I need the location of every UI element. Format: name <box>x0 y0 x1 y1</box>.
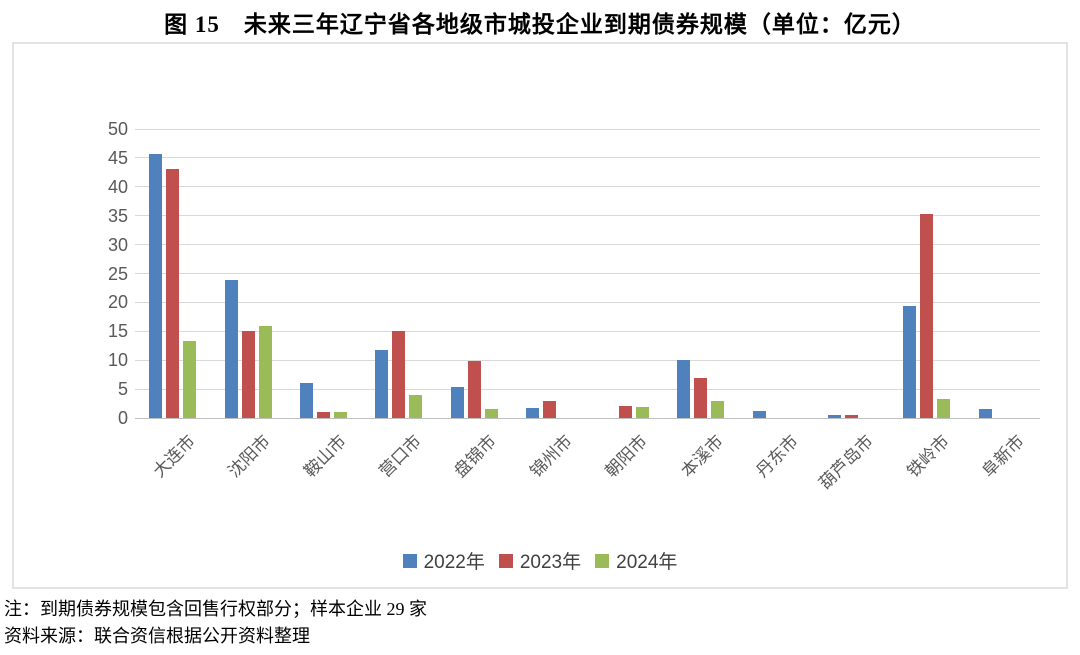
bar-2023年-营口市 <box>392 330 406 418</box>
chart-frame: 0 5 10 15 20 25 30 35 40 45 50 大连市 沈阳市 鞍山市 营口市 盘锦市 锦州市 朝阳… <box>12 42 1068 589</box>
y-axis-tick-30: 30 <box>107 234 128 255</box>
y-axis-tick-35: 35 <box>107 205 128 226</box>
legend-label: 2022年 <box>423 552 485 573</box>
y-axis-tick-50: 50 <box>107 119 128 139</box>
gridline-0 <box>135 417 1040 419</box>
bar-2023年-沈阳市 <box>241 331 255 418</box>
bar-2022年-阜新市 <box>978 408 992 418</box>
bar-2022年-丹东市 <box>752 411 766 418</box>
chart-title: 图 15 未来三年辽宁省各地级市城投企业到期债券规模（单位：亿元） <box>164 12 916 37</box>
plot-area: 0 5 10 15 20 25 30 35 40 45 50 大连市 沈阳市 鞍山市 营口市 盘锦市 锦州市 朝阳… <box>108 120 1040 493</box>
bar-2023年-朝阳市 <box>618 406 632 418</box>
bar-2023年-锦州市 <box>543 401 557 418</box>
bar-2022年-营口市 <box>375 350 389 418</box>
note-line-1: 注：到期债券规模包含回售行权部分；样本企业 29 家 <box>4 599 427 619</box>
bar-2024年-铁岭市 <box>937 398 951 418</box>
legend-item-2022年: 2022年 <box>402 547 485 574</box>
chart-legend: 2022年 2023年 2024年 <box>14 547 1066 574</box>
bar-2024年-朝阳市 <box>635 407 649 418</box>
bar-2023年-葫芦岛市 <box>844 414 858 418</box>
gridline-5 <box>135 388 1040 390</box>
bar-2022年-葫芦岛市 <box>827 415 841 418</box>
gridline-30 <box>135 244 1040 246</box>
bar-2022年-大连市 <box>149 153 163 418</box>
bar-2024年-沈阳市 <box>258 325 272 418</box>
legend-item-2023年: 2023年 <box>498 547 582 574</box>
legend-label: 2024年 <box>616 552 678 573</box>
y-axis-tick-15: 15 <box>107 321 128 342</box>
bar-2022年-本溪市 <box>677 360 691 418</box>
note-line-2: 资料来源：联合资信根据公开资料整理 <box>4 626 310 646</box>
legend-swatch-icon <box>595 553 610 568</box>
bar-2022年-沈阳市 <box>224 280 238 418</box>
y-axis-tick-10: 10 <box>107 350 128 371</box>
legend-item-2024年: 2024年 <box>595 547 677 574</box>
bar-2023年-鞍山市 <box>317 411 331 418</box>
gridline-40 <box>135 186 1040 188</box>
legend-label: 2023年 <box>519 552 582 573</box>
gridline-10 <box>135 359 1040 361</box>
bar-2024年-盘锦市 <box>484 408 498 418</box>
bar-2024年-本溪市 <box>711 400 725 418</box>
bar-2022年-锦州市 <box>526 408 540 418</box>
y-axis-tick-0: 0 <box>117 408 128 428</box>
legend-swatch-icon <box>402 553 417 568</box>
gridline-15 <box>135 330 1040 332</box>
bar-2022年-鞍山市 <box>300 383 314 418</box>
gridline-20 <box>135 301 1040 303</box>
y-axis-tick-5: 5 <box>117 379 128 400</box>
legend-swatch-icon <box>498 553 513 568</box>
y-axis-tick-40: 40 <box>107 176 128 197</box>
bar-2024年-大连市 <box>183 340 197 418</box>
bar-2023年-本溪市 <box>694 377 708 418</box>
bar-2022年-盘锦市 <box>450 387 464 418</box>
y-axis-tick-20: 20 <box>107 292 128 313</box>
bar-2024年-营口市 <box>409 394 423 418</box>
y-axis-tick-25: 25 <box>107 263 128 284</box>
gridline-50 <box>135 128 1040 130</box>
bar-2024年-鞍山市 <box>334 412 348 418</box>
bar-2022年-铁岭市 <box>903 306 917 418</box>
gridline-25 <box>135 273 1040 274</box>
y-axis-tick-45: 45 <box>107 147 128 168</box>
gridline-35 <box>135 215 1040 217</box>
bar-2023年-大连市 <box>166 169 180 418</box>
chart-notes: 注：到期债券规模包含回售行权部分；样本企业 29 家 资料来源：联合资信根据公开… <box>4 596 427 650</box>
gridline-45 <box>135 157 1040 159</box>
bar-2023年-盘锦市 <box>467 361 481 418</box>
bar-2023年-铁岭市 <box>920 213 934 418</box>
